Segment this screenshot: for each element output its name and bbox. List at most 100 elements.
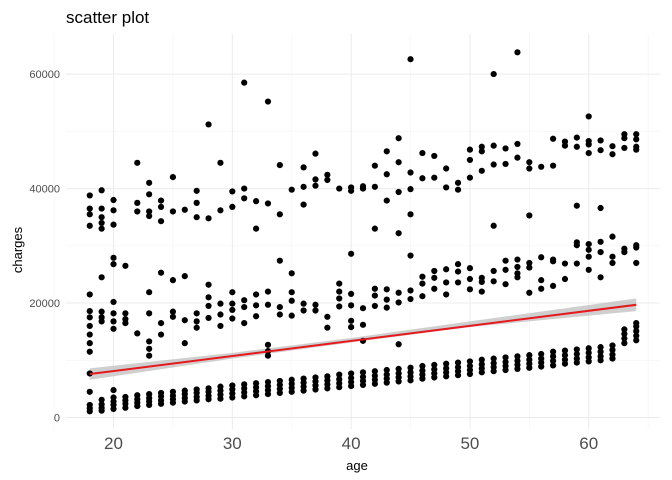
data-point (146, 338, 153, 345)
data-point (169, 208, 177, 215)
data-point (146, 208, 153, 215)
data-point (478, 148, 485, 155)
data-point (264, 301, 272, 308)
data-point (122, 393, 129, 401)
data-point (633, 136, 640, 143)
data-point (383, 371, 390, 378)
data-point (264, 200, 272, 207)
data-point (597, 204, 604, 212)
data-point (538, 277, 545, 284)
x-tick-labels: 20 30 40 50 60 (104, 434, 598, 453)
data-point (514, 49, 521, 56)
data-point (359, 373, 367, 381)
data-point (585, 137, 592, 145)
data-point (134, 199, 141, 206)
data-point (585, 246, 592, 253)
data-point (241, 381, 248, 388)
data-point (252, 313, 260, 320)
data-point (229, 315, 236, 322)
data-point (407, 369, 414, 376)
data-point (490, 222, 497, 229)
data-point (110, 196, 117, 204)
data-point (419, 175, 426, 182)
data-point (419, 293, 426, 300)
data-point (597, 137, 604, 144)
data-point (312, 374, 319, 381)
data-point (348, 374, 355, 382)
data-point (466, 156, 474, 164)
data-point (241, 297, 248, 304)
data-point (348, 324, 355, 331)
data-point (193, 386, 200, 393)
data-point (538, 285, 545, 292)
data-point (526, 159, 533, 166)
data-point (526, 212, 533, 219)
data-point (252, 198, 260, 205)
data-point (336, 303, 343, 310)
data-point (526, 264, 533, 271)
data-point (157, 197, 165, 204)
data-point (561, 347, 569, 354)
data-point (181, 206, 188, 213)
x-axis-label: age (346, 458, 368, 473)
data-point (110, 298, 117, 306)
data-point (264, 98, 272, 105)
data-point (549, 135, 557, 142)
data-point (134, 159, 141, 166)
data-point (549, 282, 557, 289)
data-point (597, 238, 604, 245)
data-point (324, 373, 331, 380)
data-point (110, 254, 117, 261)
data-point (633, 131, 640, 138)
x-tick-label: 50 (460, 434, 479, 453)
data-point (229, 188, 236, 195)
data-point (146, 179, 153, 186)
data-point (288, 312, 295, 319)
data-point (300, 164, 307, 171)
data-point (98, 274, 105, 281)
data-point (193, 187, 200, 194)
data-point (597, 274, 604, 281)
data-point (383, 304, 390, 311)
data-point (609, 351, 616, 358)
data-point (395, 289, 402, 296)
data-point (169, 174, 177, 181)
data-point (454, 186, 462, 193)
data-point (348, 250, 355, 257)
data-point (490, 355, 497, 362)
data-point (490, 278, 497, 285)
data-point (324, 171, 331, 178)
data-point (110, 207, 117, 214)
data-point (205, 314, 212, 322)
data-point (371, 372, 378, 379)
data-point (383, 296, 390, 303)
data-point (146, 191, 153, 198)
data-point (217, 207, 224, 214)
data-point (276, 211, 283, 218)
data-point (241, 303, 248, 311)
data-point (633, 332, 640, 339)
data-point (466, 265, 474, 272)
data-point (134, 208, 141, 215)
data-point (276, 303, 283, 311)
data-point (597, 348, 604, 355)
data-point (407, 287, 414, 294)
data-point (466, 362, 474, 370)
data-point (585, 113, 592, 120)
data-point (621, 326, 628, 333)
data-point (348, 317, 355, 324)
data-point (561, 275, 569, 283)
data-point (193, 310, 200, 317)
data-point (514, 140, 521, 148)
data-point (585, 349, 592, 356)
data-point (336, 371, 343, 378)
data-point (336, 295, 343, 302)
data-point (478, 167, 485, 174)
data-point (205, 215, 212, 222)
data-point (193, 318, 200, 325)
data-point (419, 367, 426, 374)
data-point (597, 353, 604, 360)
data-point (241, 185, 248, 192)
data-point (86, 291, 93, 298)
data-point (264, 352, 272, 359)
